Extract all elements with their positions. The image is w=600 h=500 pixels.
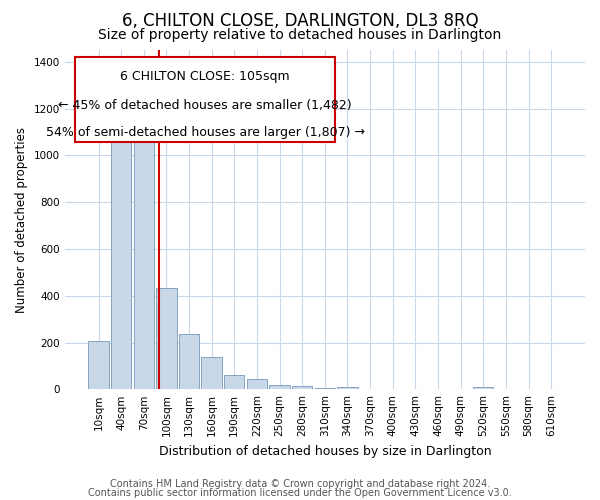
Text: 54% of semi-detached houses are larger (1,807) →: 54% of semi-detached houses are larger (… [46, 126, 365, 140]
Bar [314, 388, 335, 390]
Text: Contains public sector information licensed under the Open Government Licence v3: Contains public sector information licen… [88, 488, 512, 498]
Text: 6 CHILTON CLOSE: 105sqm: 6 CHILTON CLOSE: 105sqm [121, 70, 290, 84]
Bar [292, 386, 313, 390]
Bar [247, 379, 267, 390]
Text: 6, CHILTON CLOSE, DARLINGTON, DL3 8RQ: 6, CHILTON CLOSE, DARLINGTON, DL3 8RQ [122, 12, 478, 30]
Bar [156, 288, 176, 390]
Bar [88, 342, 109, 390]
Bar [473, 388, 493, 390]
Text: Contains HM Land Registry data © Crown copyright and database right 2024.: Contains HM Land Registry data © Crown c… [110, 479, 490, 489]
X-axis label: Distribution of detached houses by size in Darlington: Distribution of detached houses by size … [158, 444, 491, 458]
Bar [179, 334, 199, 390]
Bar [202, 356, 222, 390]
Bar [111, 128, 131, 390]
Text: ← 45% of detached houses are smaller (1,482): ← 45% of detached houses are smaller (1,… [58, 99, 352, 112]
Bar [269, 384, 290, 390]
FancyBboxPatch shape [75, 57, 335, 142]
Bar [134, 136, 154, 390]
Text: Size of property relative to detached houses in Darlington: Size of property relative to detached ho… [98, 28, 502, 42]
Bar [337, 388, 358, 390]
Bar [224, 376, 244, 390]
Y-axis label: Number of detached properties: Number of detached properties [15, 126, 28, 312]
